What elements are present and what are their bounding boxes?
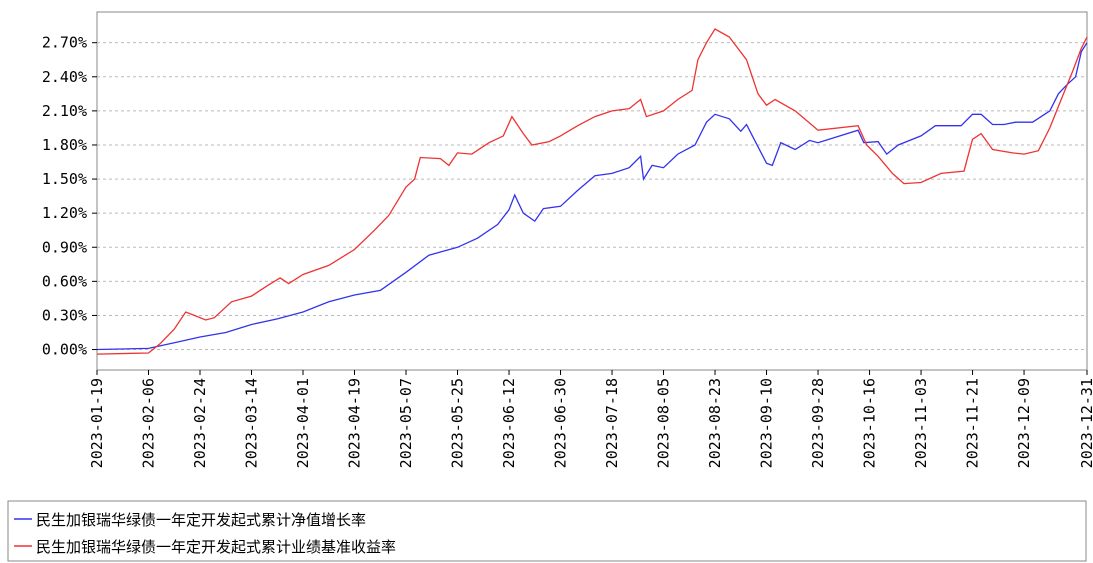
line-series [96, 42, 1088, 351]
y-tick-label: 2.10% [42, 102, 87, 120]
legend-label: 民生加银瑞华绿债一年定开发起式累计净值增长率 [36, 511, 366, 529]
x-tick-label: 2023-12-09 [1015, 378, 1033, 468]
line-series [96, 28, 1088, 355]
x-tick-label: 2023-10-16 [861, 378, 879, 468]
x-tick-label: 2023-06-30 [552, 378, 570, 468]
y-tick-label: 0.90% [42, 238, 87, 256]
y-tick-label: 1.80% [42, 136, 87, 154]
x-tick-label: 2023-04-19 [346, 378, 364, 468]
plot-frame [96, 11, 1088, 371]
x-tick-label: 2023-02-24 [191, 378, 209, 468]
y-tick-label: 1.50% [42, 170, 87, 188]
x-tick-label: 2023-11-03 [912, 378, 930, 468]
x-tick-label: 2023-06-12 [500, 378, 518, 468]
x-tick-label: 2023-05-07 [397, 378, 415, 468]
x-tick-label: 2023-09-28 [809, 378, 827, 468]
legend-box [7, 500, 1087, 562]
y-tick-label: 2.40% [42, 68, 87, 86]
legend-label: 民生加银瑞华绿债一年定开发起式累计业绩基准收益率 [36, 538, 396, 556]
y-tick-label: 1.20% [42, 204, 87, 222]
x-tick-label: 2023-04-01 [294, 378, 312, 468]
x-tick-label: 2023-11-21 [964, 378, 982, 468]
x-tick-label: 2023-09-10 [758, 378, 776, 468]
y-tick-label: 2.70% [42, 34, 87, 52]
y-tick-label: 0.60% [42, 272, 87, 290]
x-tick-label: 2023-05-25 [449, 378, 467, 468]
x-tick-label: 2023-02-06 [140, 378, 158, 468]
y-tick-label: 0.30% [42, 306, 87, 324]
x-tick-label: 2023-07-18 [603, 378, 621, 468]
x-tick-label: 2023-03-14 [243, 378, 261, 468]
x-tick-label: 2023-12-31 [1078, 378, 1093, 468]
x-tick-label: 2023-01-19 [88, 378, 106, 468]
x-tick-label: 2023-08-23 [706, 378, 724, 468]
x-tick-label: 2023-08-05 [655, 378, 673, 468]
y-tick-label: 0.00% [42, 341, 87, 359]
